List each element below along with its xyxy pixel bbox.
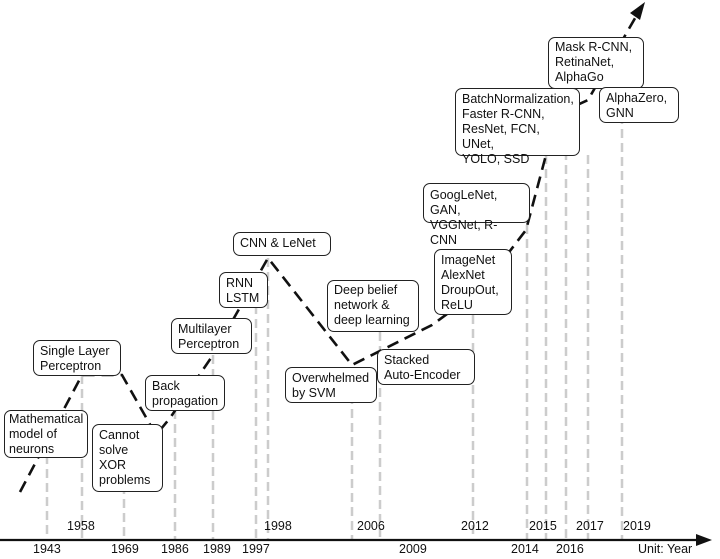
box-rnn: RNN LSTM: [219, 272, 268, 308]
year-2015: 2015: [529, 519, 557, 533]
year-2014: 2014: [511, 542, 539, 556]
year-1989: 1989: [203, 542, 231, 556]
year-2009: 2009: [399, 542, 427, 556]
box-neurons: Mathematical model of neurons: [4, 410, 88, 458]
box-cnn: CNN & LeNet: [233, 232, 331, 256]
box-xor: Cannot solve XOR problems: [92, 424, 163, 492]
box-svm: Overwhelmed by SVM: [285, 367, 377, 403]
box-deep-belief: Deep belief network & deep learning: [327, 280, 419, 332]
box-backprop: Back propagation: [145, 375, 225, 411]
box-maskrcnn: Mask R-CNN, RetinaNet, AlphaGo: [548, 37, 644, 89]
box-autoencoder: Stacked Auto-Encoder: [377, 349, 475, 385]
box-single-layer: Single Layer Perceptron: [33, 340, 121, 376]
year-1998: 1998: [264, 519, 292, 533]
year-guides: [45, 95, 624, 540]
year-2017: 2017: [576, 519, 604, 533]
unit-label: Unit: Year: [638, 542, 693, 556]
year-2019: 2019: [623, 519, 651, 533]
box-alphazero: AlphaZero, GNN: [599, 87, 679, 123]
year-2006: 2006: [357, 519, 385, 533]
trend-arrowhead: [630, 2, 645, 20]
x-axis-arrowhead: [696, 534, 712, 546]
box-imagenet: ImageNet AlexNet DroupOut, ReLU: [434, 249, 512, 315]
year-1943: 1943: [33, 542, 61, 556]
year-2016: 2016: [556, 542, 584, 556]
year-1969: 1969: [111, 542, 139, 556]
year-1958: 1958: [67, 519, 95, 533]
box-batchnorm: BatchNormalization, Faster R-CNN, ResNet…: [455, 88, 580, 166]
box-googlenet: GoogLeNet, GAN, VGGNet, R-CNN: [423, 183, 530, 247]
year-1986: 1986: [161, 542, 189, 556]
year-1997: 1997: [242, 542, 270, 556]
year-2012: 2012: [461, 519, 489, 533]
box-multilayer: Multilayer Perceptron: [171, 318, 252, 354]
